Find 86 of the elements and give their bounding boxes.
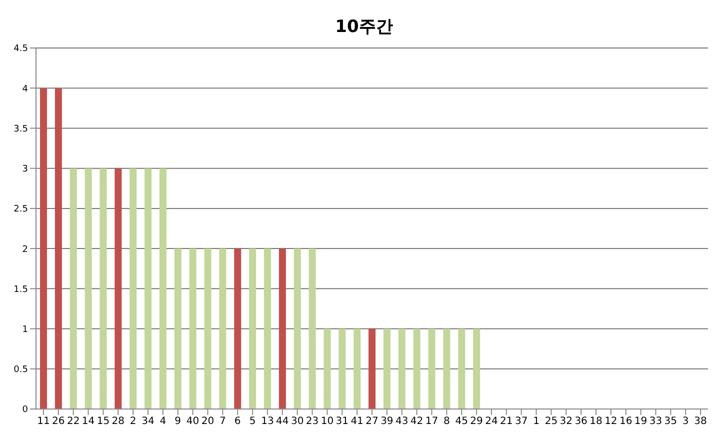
x-tick-label: 35 (664, 416, 678, 428)
bar (174, 248, 182, 409)
bar (189, 248, 196, 409)
x-tick-label: 37 (514, 416, 528, 428)
bar (338, 328, 346, 409)
bar (54, 88, 62, 409)
bar (324, 328, 331, 409)
bar (70, 168, 77, 409)
y-tick-label: 2 (22, 244, 28, 255)
x-tick-label: 40 (186, 416, 200, 428)
x-tick-label: 29 (470, 416, 483, 428)
y-tick-label: 3 (22, 164, 28, 175)
bar (40, 88, 47, 409)
bar (398, 328, 406, 409)
bar (354, 328, 361, 409)
bar (308, 248, 316, 409)
x-tick-label: 25 (544, 416, 558, 428)
x-tick-label: 14 (82, 416, 95, 428)
bar (144, 168, 152, 409)
x-tick-label: 26 (52, 416, 65, 428)
bar (294, 248, 301, 409)
x-tick-label: 39 (380, 416, 394, 428)
bar (413, 328, 420, 409)
y-tick-label: 4 (22, 84, 28, 94)
y-tick-label: 0.5 (14, 365, 28, 376)
bar (219, 248, 226, 409)
x-tick-label: 12 (604, 416, 618, 428)
y-tick-label: 2.5 (14, 204, 28, 215)
bar (428, 328, 436, 409)
y-tick-label: 1 (22, 324, 28, 335)
bar (114, 168, 122, 409)
x-tick-label: 21 (500, 416, 513, 428)
x-tick-label: 42 (410, 416, 424, 428)
x-tick-label: 43 (396, 416, 408, 428)
x-tick-label: 41 (350, 416, 364, 428)
chart-title: 10주간 (334, 16, 394, 38)
y-tick-label: 0 (22, 405, 28, 416)
bar (383, 328, 390, 409)
bar (159, 168, 166, 409)
x-tick-label: 8 (443, 416, 450, 428)
x-tick-label: 23 (306, 416, 319, 428)
x-tick-label: 15 (96, 416, 110, 428)
x-tick-label: 3 (682, 416, 689, 428)
x-tick-label: 5 (249, 416, 256, 428)
bar (443, 328, 450, 409)
x-tick-label: 9 (174, 416, 182, 428)
bar (473, 328, 480, 409)
bar (458, 328, 466, 409)
x-tick-label: 44 (276, 416, 289, 428)
x-tick-label: 18 (590, 416, 602, 428)
y-tick-label: 1.5 (14, 284, 28, 295)
x-tick-label: 10 (320, 416, 334, 428)
bar (130, 168, 137, 409)
bar (278, 248, 286, 409)
x-tick-label: 22 (66, 416, 80, 428)
bar (249, 248, 256, 409)
y-tick-label: 4.5 (14, 44, 28, 54)
bar (84, 168, 92, 409)
x-tick-label: 20 (201, 416, 214, 428)
x-tick-label: 30 (290, 416, 304, 428)
bar (264, 248, 271, 409)
x-tick-label: 45 (455, 416, 468, 428)
x-tick-label: 27 (366, 416, 378, 428)
bar (204, 248, 212, 409)
x-tick-label: 33 (649, 416, 662, 428)
x-tick-label: 11 (37, 416, 50, 428)
x-tick-label: 2 (130, 416, 136, 428)
x-tick-label: 13 (261, 416, 274, 428)
x-tick-label: 16 (620, 416, 632, 428)
x-tick-label: 6 (234, 416, 241, 428)
x-tick-label: 34 (142, 416, 154, 428)
x-tick-label: 31 (336, 416, 348, 428)
bar (100, 168, 107, 409)
x-tick-label: 24 (485, 416, 498, 428)
bar (368, 328, 376, 409)
x-tick-label: 32 (560, 416, 572, 428)
x-tick-label: 36 (574, 416, 588, 428)
y-tick-label: 3.5 (14, 124, 28, 134)
x-tick-label: 4 (160, 416, 166, 428)
bar (234, 248, 242, 409)
x-tick-label: 28 (112, 416, 124, 428)
x-tick-label: 7 (219, 416, 226, 428)
x-tick-label: 38 (694, 416, 707, 428)
x-tick-label: 1 (533, 416, 540, 428)
x-tick-label: 17 (425, 416, 438, 428)
x-tick-label: 19 (634, 416, 648, 428)
